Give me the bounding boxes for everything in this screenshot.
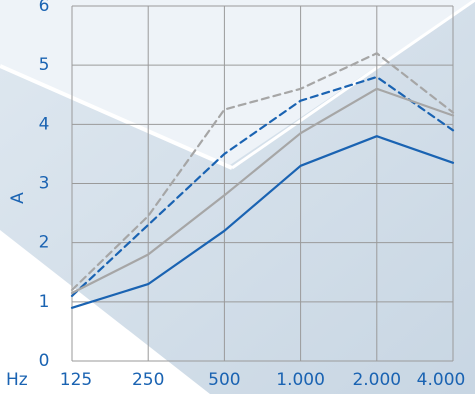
y-tick-label: 2 — [39, 233, 50, 253]
y-tick-label: 3 — [39, 174, 50, 194]
y-tick-labels: 0 1 2 3 4 5 6 — [39, 0, 50, 371]
y-tick-label: 5 — [39, 55, 50, 75]
series-layer — [70, 52, 455, 309]
x-tick-label: 4.000 — [417, 370, 466, 390]
background-diagonal-line-2 — [231, 0, 475, 170]
series-line-2 — [70, 75, 455, 297]
series-line-1 — [70, 135, 455, 309]
x-tick-label: 125 — [60, 370, 92, 390]
x-tick-label: 1.000 — [276, 370, 325, 390]
y-tick-label: 6 — [39, 0, 50, 16]
x-tick-label: 2.000 — [352, 370, 401, 390]
x-tick-labels: 125 250 500 1.000 2.000 4.000 — [60, 370, 466, 390]
x-axis-unit-label: Hz — [6, 370, 28, 390]
background-light-area — [0, 0, 475, 165]
series-line-3 — [70, 87, 455, 295]
y-tick-label: 0 — [39, 351, 50, 371]
y-tick-label: 4 — [39, 114, 50, 134]
series-line-4 — [70, 52, 455, 292]
grid — [71, 5, 454, 362]
y-axis-label: A — [8, 192, 28, 204]
background-diagonal-line — [0, 64, 233, 170]
y-tick-label: 1 — [39, 292, 50, 312]
x-tick-label: 500 — [208, 370, 240, 390]
x-tick-label: 250 — [132, 370, 164, 390]
